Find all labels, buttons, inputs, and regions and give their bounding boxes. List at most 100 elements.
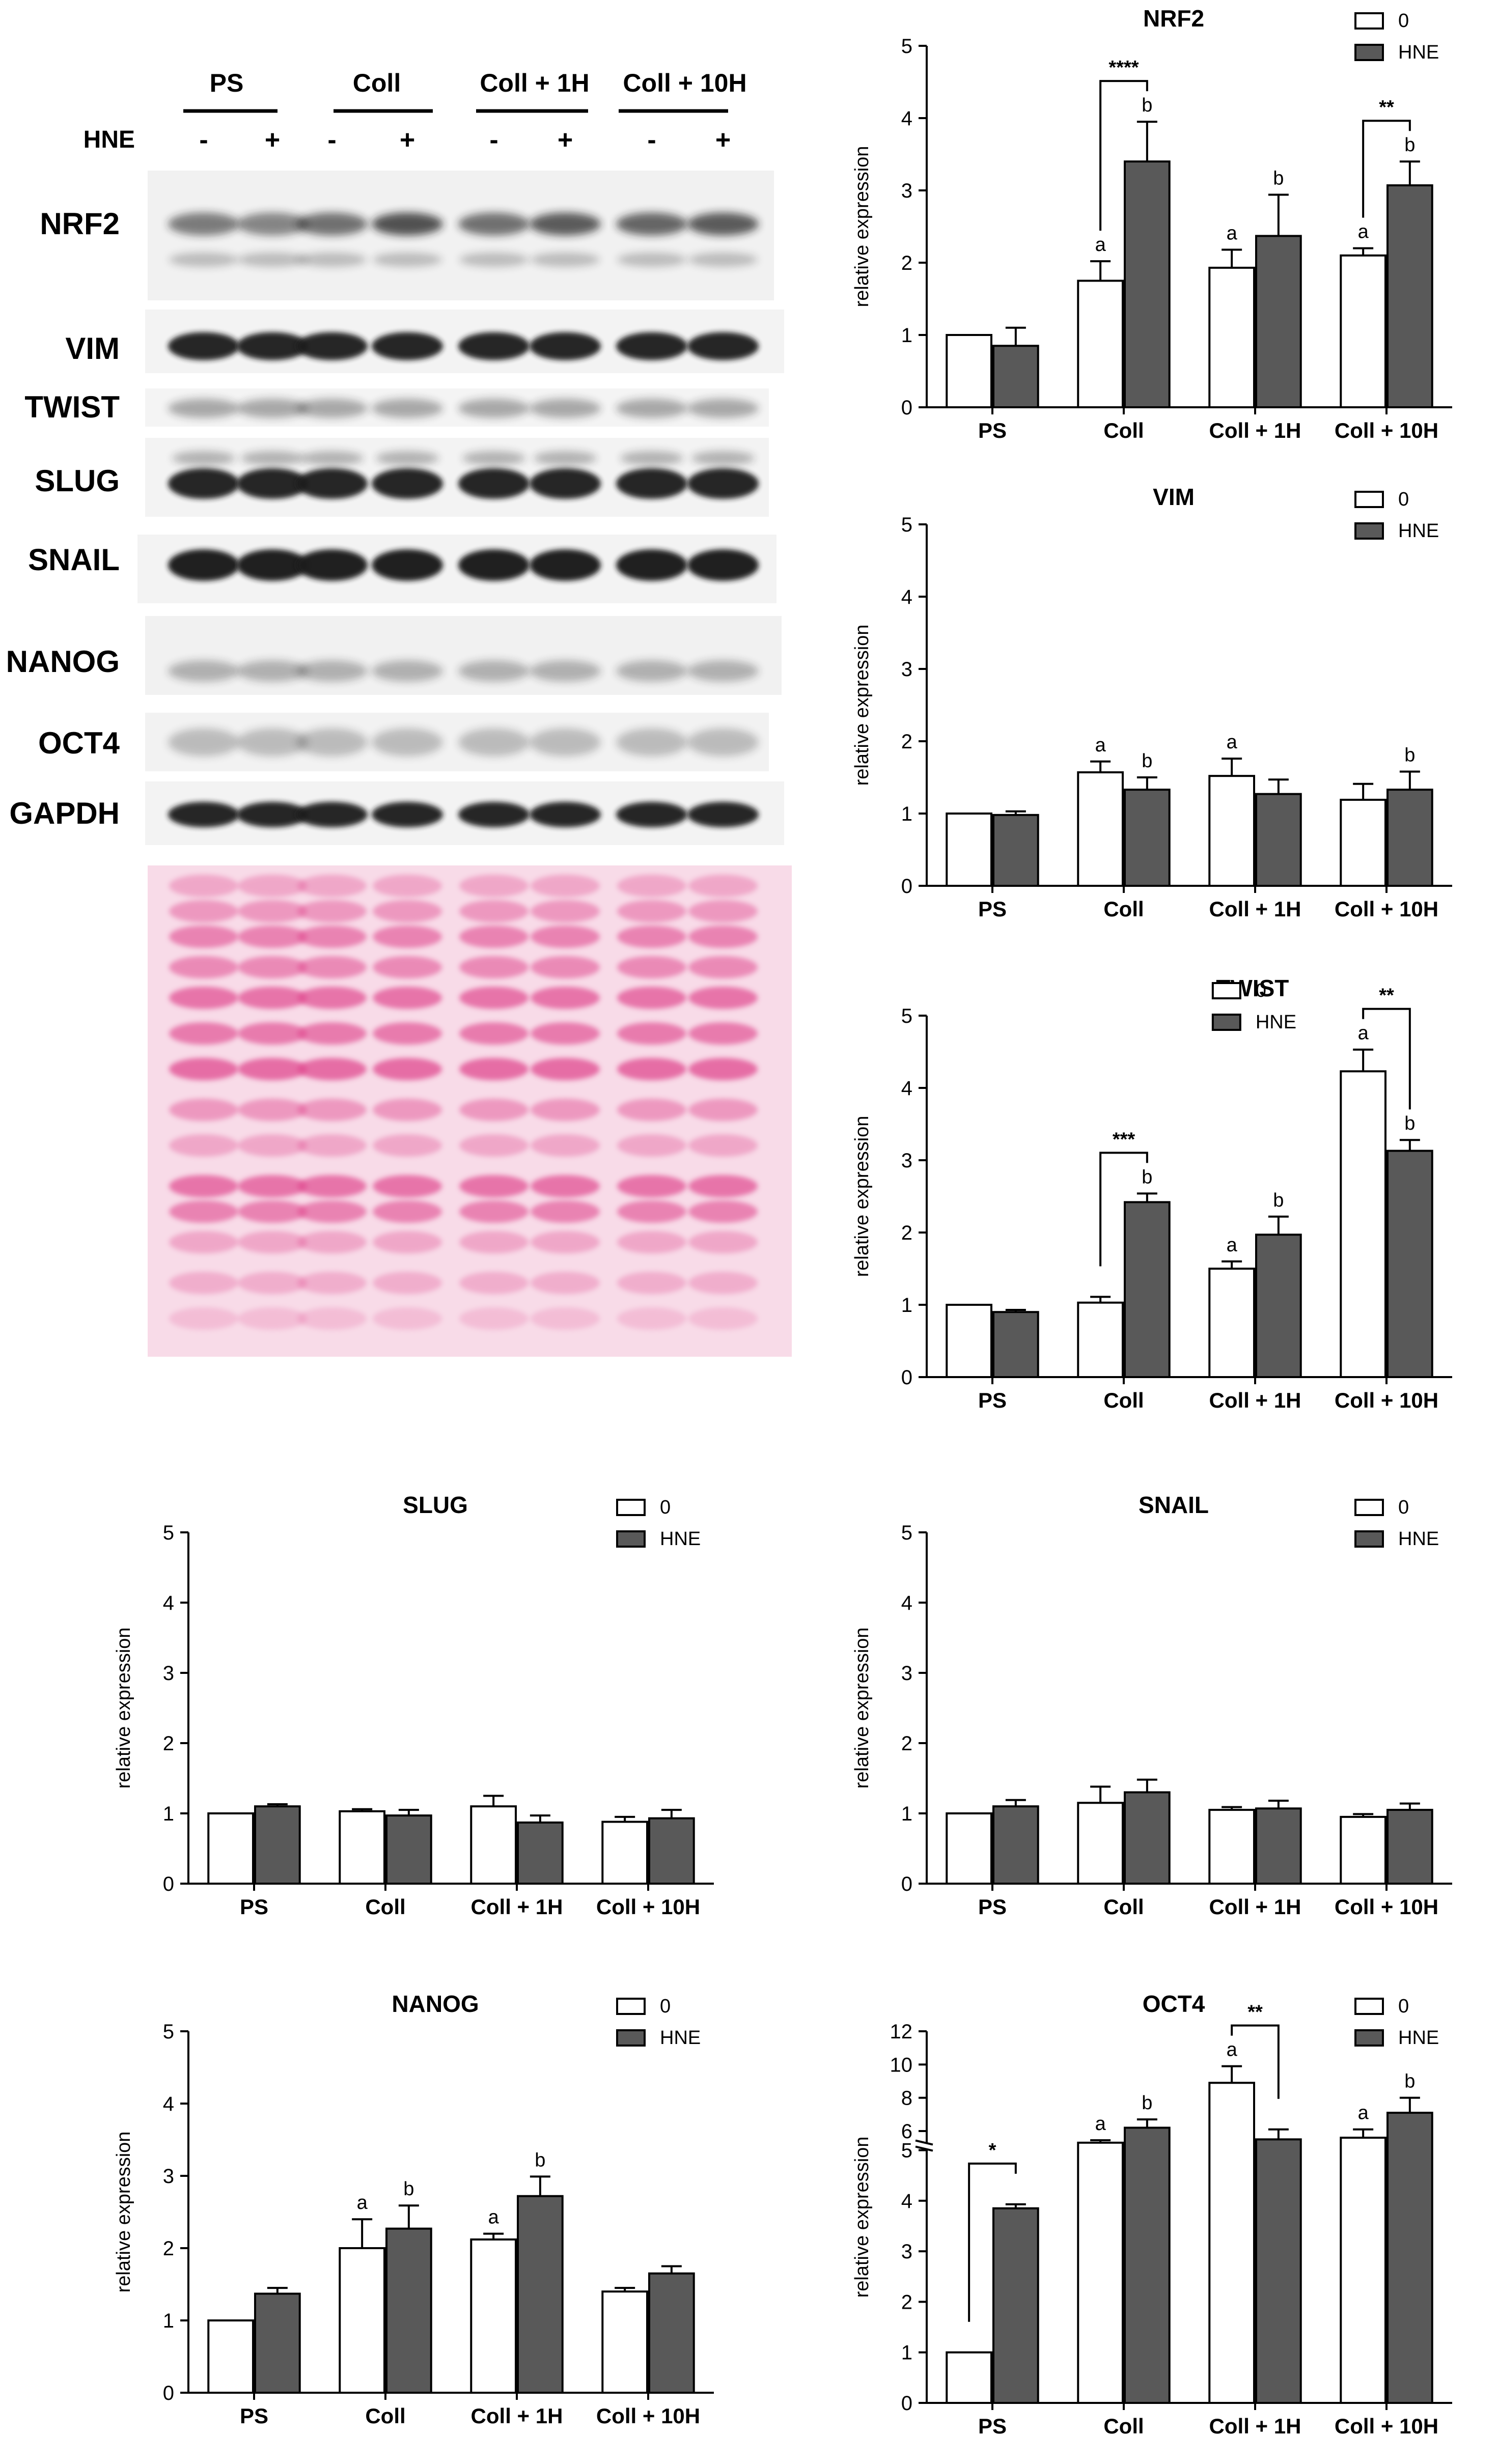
bar-0	[1077, 279, 1124, 408]
ponceau-band	[297, 875, 367, 897]
blot-band	[372, 468, 443, 499]
legend-swatch-0	[616, 1998, 646, 2015]
ponceau-band	[297, 1231, 367, 1253]
ponceau-band	[617, 1022, 686, 1045]
blot-band	[168, 468, 239, 499]
significance-bracket	[1099, 80, 1148, 231]
bar-0	[1077, 1802, 1124, 1885]
x-tick-label: Coll + 10H	[1335, 1895, 1438, 1919]
bar-hne	[1124, 160, 1171, 408]
ponceau-band	[373, 1200, 442, 1223]
ponceau-band	[169, 1200, 238, 1223]
ponceau-band	[238, 1231, 307, 1253]
blot-band	[458, 212, 530, 236]
significance-bracket	[1362, 120, 1411, 218]
blot-strip-nrf2	[148, 171, 774, 300]
ponceau-band	[169, 1134, 238, 1157]
legend-swatch-hne	[1354, 44, 1384, 61]
y-axis-label: relative expression	[113, 2132, 134, 2293]
axis-break	[914, 2142, 1455, 2149]
blot-band	[530, 212, 601, 236]
ponceau-band	[169, 1022, 238, 1045]
blot-band	[687, 549, 759, 581]
y-tick-label: 4	[163, 2093, 174, 2115]
ponceau-band	[169, 1272, 238, 1294]
bar-0	[1208, 1268, 1256, 1378]
bar-0	[946, 334, 992, 408]
blot-band	[168, 399, 239, 418]
y-tick-label: 5	[901, 514, 912, 536]
snail-chart-svg: SNAIL relative expression 0 1 2 3 4 5 PS Coll Coll…	[851, 1492, 1452, 1919]
x-tick-label: Coll + 1H	[1209, 897, 1301, 921]
bar-0	[1340, 2137, 1387, 2404]
ponceau-band	[688, 1272, 758, 1294]
legend-label-hne: HNE	[1398, 2027, 1439, 2049]
significance-letter: b	[1142, 1166, 1152, 1188]
y-tick-label: 4	[901, 586, 912, 608]
x-tick-label: Coll	[1103, 418, 1144, 442]
blot-band	[372, 212, 443, 236]
ponceau-band	[617, 1175, 686, 1197]
ponceau-band	[373, 1134, 442, 1157]
ponceau-band	[169, 875, 238, 897]
y-tick-label: 4	[901, 1592, 912, 1614]
ponceau-band	[459, 875, 529, 897]
significance-stars: ***	[1113, 1129, 1135, 1150]
bar-hne	[648, 2272, 695, 2394]
significance-stars: **	[1379, 97, 1394, 118]
ponceau-band	[531, 875, 600, 897]
y-tick-label: 4	[901, 2190, 912, 2213]
ponceau-band	[297, 1307, 367, 1330]
bar-0	[1340, 254, 1387, 408]
blot-band	[237, 728, 308, 757]
ponceau-band	[373, 987, 442, 1009]
ponceau-band	[531, 1099, 600, 1121]
blot-band	[372, 728, 443, 757]
blot-band	[458, 399, 530, 418]
blot-protein-label-slug: SLUG	[35, 464, 120, 498]
ponceau-band	[459, 1134, 529, 1157]
ponceau-band	[297, 987, 367, 1009]
significance-stars: ****	[1108, 57, 1139, 78]
bar-hne	[254, 1805, 301, 1885]
ponceau-band	[373, 956, 442, 978]
ponceau-band	[169, 1307, 238, 1330]
bar-hne	[1124, 1201, 1171, 1378]
ponceau-band	[531, 1272, 600, 1294]
legend-swatch-0	[616, 1499, 646, 1516]
ponceau-band	[459, 900, 529, 922]
ponceau-band	[169, 987, 238, 1009]
blot-band	[458, 468, 530, 499]
blot-strip-nanog	[145, 616, 782, 695]
x-tick-label: Coll	[1103, 2414, 1144, 2438]
significance-letter: b	[1404, 1113, 1415, 1134]
blot-band	[530, 660, 601, 682]
blot-band	[458, 660, 530, 682]
chart-title: VIM	[1153, 484, 1195, 510]
bar-hne	[1386, 1150, 1433, 1378]
ponceau-band	[297, 926, 367, 948]
y-tick-label: 0	[163, 2382, 174, 2404]
ponceau-band	[531, 1058, 600, 1080]
blot-band	[296, 660, 368, 682]
y-tick-label: 3	[901, 1662, 912, 1685]
bar-hne	[385, 2227, 432, 2394]
y-tick-label: 3	[163, 2165, 174, 2188]
bar-hne	[385, 1814, 432, 1885]
significance-letter: a	[1095, 2113, 1106, 2135]
y-tick-label: 2	[901, 2291, 912, 2313]
blot-band	[687, 802, 759, 827]
x-tick-label: Coll + 10H	[596, 1895, 700, 1919]
significance-letter: a	[1227, 1235, 1238, 1256]
y-tick-label: 1	[901, 803, 912, 825]
x-tick-label: Coll + 10H	[1335, 2414, 1438, 2438]
x-tick-label: PS	[978, 1388, 1007, 1412]
blot-band	[237, 399, 308, 418]
y-tick-label: 12	[890, 2021, 913, 2043]
bar-hne	[992, 1311, 1039, 1379]
blot-lane-sign: -	[489, 125, 498, 155]
significance-letter: b	[403, 2178, 414, 2200]
blot-band	[296, 468, 368, 499]
legend-swatch-hne	[1354, 2029, 1384, 2047]
